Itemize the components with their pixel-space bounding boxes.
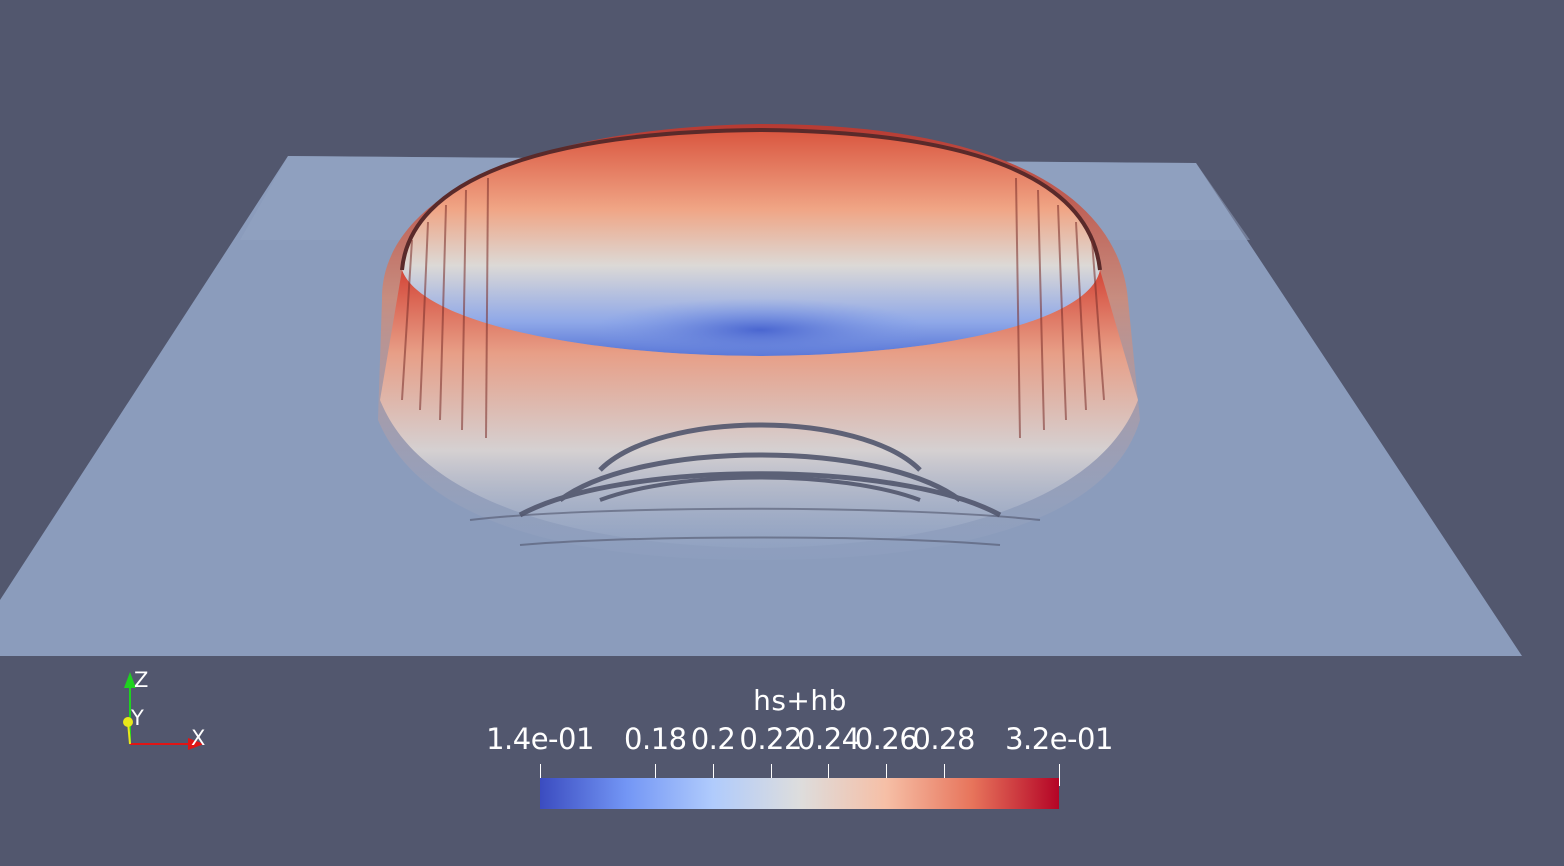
y-axis-label: Y	[131, 706, 144, 730]
colorbar-tick-mark	[828, 764, 829, 786]
x-axis-label: X	[191, 726, 206, 750]
colorbar-tick-label: 1.4e-01	[486, 722, 594, 756]
ring-rim	[400, 127, 1102, 271]
colorbar-tick-label: 3.2e-01	[1005, 722, 1113, 756]
colorbar-tick-mark	[886, 764, 887, 786]
colorbar-tick-label: 0.18	[624, 722, 687, 756]
ring-inner-wall	[402, 130, 1100, 356]
colorbar-tick-mark	[713, 764, 714, 786]
colorbar-tick-mark	[1059, 764, 1060, 786]
z-axis-label: Z	[134, 668, 149, 692]
colorbar-tick-mark	[540, 764, 541, 786]
colorbar-tick-mark	[944, 764, 945, 786]
colorbar-tick-label: 0.28	[912, 722, 975, 756]
colorbar-tick-mark	[771, 764, 772, 786]
ring-front-wall	[380, 270, 1138, 548]
colorbar-gradient	[540, 778, 1059, 809]
colorbar-tick-label: 0.24	[797, 722, 860, 756]
colorbar-tick-label: 0.26	[854, 722, 918, 756]
colorbar-tick-label: 0.22	[739, 722, 802, 756]
legend-title: hs+hb	[753, 684, 847, 717]
colorbar-tick-label: 0.2	[690, 722, 736, 756]
colorbar-tick-mark	[655, 764, 656, 786]
